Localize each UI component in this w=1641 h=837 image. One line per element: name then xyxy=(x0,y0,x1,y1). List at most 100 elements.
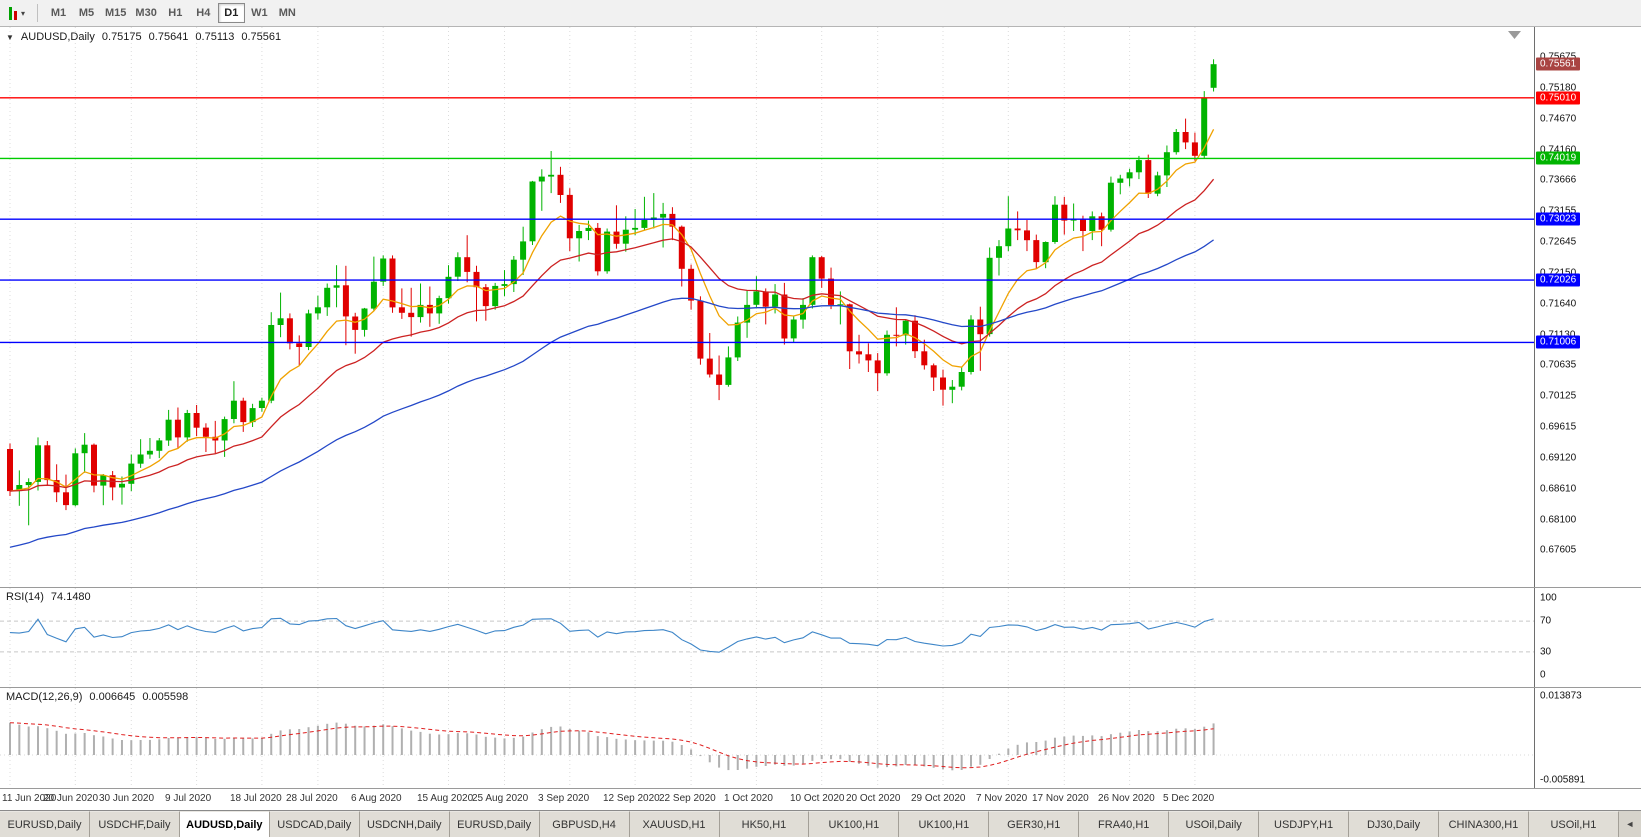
date-tick-label: 5 Dec 2020 xyxy=(1163,793,1215,804)
chart-tab-fra40-h1[interactable]: FRA40,H1 xyxy=(1079,811,1170,837)
mini-candle-icon xyxy=(14,10,17,20)
support-level-price-tag[interactable]: 0.74019 xyxy=(1536,151,1581,165)
mini-candle-icon xyxy=(9,6,12,20)
macd-main-value: 0.006645 xyxy=(89,691,136,703)
timeframe-button-M15[interactable]: M15 xyxy=(105,7,127,19)
level-price-tag[interactable]: 0.71006 xyxy=(1536,335,1581,349)
rsi-tick-label: 0 xyxy=(1540,669,1546,681)
timeframe-button-M5[interactable]: M5 xyxy=(78,7,95,19)
macd-histogram xyxy=(9,722,1215,771)
price-tick-label: 0.75180 xyxy=(1540,82,1577,93)
current-price-price-tag[interactable]: 0.75561 xyxy=(1536,57,1581,71)
chart-marker-icon: ▼ xyxy=(6,32,14,42)
chart-tab-hk50-h1[interactable]: HK50,H1 xyxy=(719,811,810,837)
chart-tab-usdjpy-h1[interactable]: USDJPY,H1 xyxy=(1259,811,1350,837)
date-tick-label: 22 Sep 2020 xyxy=(659,793,716,804)
macd-tick-label: 0.013873 xyxy=(1540,690,1582,702)
time-axis[interactable]: 11 Jun 2020 20 Jun 2020 30 Jun 2020 9 Jul 2… xyxy=(0,788,1641,810)
rsi-value: 74.1480 xyxy=(50,591,91,603)
chart-tab-eurusd-daily[interactable]: EURUSD,Daily xyxy=(449,811,540,837)
chart-tab-xauusd-h1[interactable]: XAUUSD,H1 xyxy=(629,811,720,837)
grid-lines xyxy=(9,688,1196,788)
candlestick-chart[interactable] xyxy=(0,27,1534,587)
chart-tab-eurusd-daily[interactable]: EURUSD,Daily xyxy=(0,811,90,837)
date-tick-label: 9 Jul 2020 xyxy=(165,793,212,804)
rsi-indicator-panel: RSI(14) 74.1480 100 70 30 0 xyxy=(0,587,1641,687)
level-price-tag[interactable]: 0.72026 xyxy=(1536,273,1581,287)
timeframe-button-MN[interactable]: MN xyxy=(278,7,296,19)
chart-shift-marker-icon[interactable] xyxy=(1508,31,1521,39)
macd-name: MACD(12,26,9) xyxy=(6,691,83,703)
timeframe-button-H1[interactable]: H1 xyxy=(168,7,183,19)
chart-tab-gbpusd-h4[interactable]: GBPUSD,H4 xyxy=(539,811,630,837)
timeframe-button-D1[interactable]: D1 xyxy=(217,3,245,23)
timeframe-button-M30[interactable]: M30 xyxy=(135,7,157,19)
date-tick-label: 28 Jul 2020 xyxy=(286,793,338,804)
macd-chart[interactable] xyxy=(0,688,1534,788)
macd-signal-value: 0.005598 xyxy=(142,691,189,703)
timeframe-button-M1[interactable]: M1 xyxy=(50,7,67,19)
date-tick-label: 15 Aug 2020 xyxy=(417,793,474,804)
ohlc-close-value: 0.75561 xyxy=(241,31,282,43)
chart-tab-ger30-h1[interactable]: GER30,H1 xyxy=(989,811,1080,837)
chart-tools-icon[interactable]: ▾ xyxy=(4,4,30,23)
macd-plot[interactable]: MACD(12,26,9) 0.006645 0.005598 xyxy=(0,688,1534,788)
date-tick-label: 6 Aug 2020 xyxy=(351,793,402,804)
rsi-chart[interactable] xyxy=(0,588,1534,687)
chart-tab-audusd-daily[interactable]: AUDUSD,Daily xyxy=(179,811,270,837)
chart-tab-usdcad-daily[interactable]: USDCAD,Daily xyxy=(269,811,360,837)
price-plot[interactable]: ▼ AUDUSD,Daily 0.75175 0.75641 0.75113 0… xyxy=(0,27,1534,587)
price-tick-label: 0.73666 xyxy=(1540,174,1577,186)
date-tick-label: 12 Sep 2020 xyxy=(603,793,660,804)
date-tick-label: 26 Nov 2020 xyxy=(1098,793,1155,804)
price-tick-label: 0.72150 xyxy=(1540,267,1577,278)
date-tick-label: 20 Jun 2020 xyxy=(43,793,99,804)
date-tick-label: 30 Jun 2020 xyxy=(99,793,155,804)
date-tick-label: 11 Jun 2020 xyxy=(2,793,57,804)
macd-indicator-panel: MACD(12,26,9) 0.006645 0.005598 0.013873… xyxy=(0,687,1641,788)
chart-tab-usdchf-daily[interactable]: USDCHF,Daily xyxy=(89,811,180,837)
mid-red-ma-line xyxy=(9,178,1215,492)
rsi-line xyxy=(9,617,1214,653)
price-tick-label: 0.71130 xyxy=(1540,329,1576,341)
price-tick-label: 0.69120 xyxy=(1540,452,1577,463)
price-tick-label: 0.75675 xyxy=(1540,52,1576,63)
slow-blue-ma-line xyxy=(9,239,1214,548)
chart-tab-bar: EURUSD,Daily USDCHF,Daily AUDUSD,Daily USDC… xyxy=(0,810,1641,837)
chart-tab-usdcnh-daily[interactable]: USDCNH,Daily xyxy=(359,811,450,837)
macd-axis: 0.013873 -0.005891 xyxy=(1534,688,1641,788)
ohlc-open-value: 0.75175 xyxy=(101,31,142,43)
date-tick-label: 29 Oct 2020 xyxy=(911,793,966,804)
timeframe-button-W1[interactable]: W1 xyxy=(251,7,268,19)
rsi-name: RSI(14) xyxy=(6,591,44,603)
price-tick-label: 0.68610 xyxy=(1540,483,1577,495)
price-tick-label: 0.74160 xyxy=(1540,144,1577,156)
price-tick-label: 0.74670 xyxy=(1540,113,1577,125)
price-tick-label: 0.71640 xyxy=(1540,298,1577,310)
chart-symbol-label: AUDUSD,Daily xyxy=(20,31,95,43)
chart-tab-usoil-daily[interactable]: USOil,Daily xyxy=(1169,811,1260,837)
date-tick-label: 25 Aug 2020 xyxy=(472,793,529,804)
date-tick-label: 18 Jul 2020 xyxy=(230,793,282,804)
chart-tab-usoil-h1[interactable]: USOil,H1 xyxy=(1528,811,1619,837)
timeframe-toolbar: ▾ M1 M5 M15 M30 H1 H4 D1 W1 MN xyxy=(0,0,1641,27)
level-price-tag[interactable]: 0.73023 xyxy=(1536,212,1581,226)
price-tick-label: 0.67605 xyxy=(1540,544,1577,556)
chart-tab-uk100-h1[interactable]: UK100,H1 xyxy=(809,811,900,837)
fast-orange-ma-line xyxy=(9,129,1215,492)
price-axis[interactable]: 0.75675 0.75180 0.74670 0.74160 0.73666 0.731… xyxy=(1534,27,1641,587)
resistance-level-price-tag[interactable]: 0.75010 xyxy=(1536,91,1581,105)
macd-tick-label: -0.005891 xyxy=(1540,774,1586,786)
rsi-axis: 100 70 30 0 xyxy=(1534,588,1641,687)
chart-tab-dj30-daily[interactable]: DJ30,Daily xyxy=(1349,811,1439,837)
rsi-tick-label: 30 xyxy=(1540,646,1552,658)
rsi-label: RSI(14) 74.1480 xyxy=(6,591,91,603)
timeframe-button-H4[interactable]: H4 xyxy=(196,7,211,19)
rsi-plot[interactable]: RSI(14) 74.1480 xyxy=(0,588,1534,687)
chart-tab-uk100-h1[interactable]: UK100,H1 xyxy=(899,811,990,837)
chart-tab-china300-h1[interactable]: CHINA300,H1 xyxy=(1439,811,1529,837)
tab-scroll-left-button[interactable]: ◄ xyxy=(1618,811,1641,837)
ohlc-high-value: 0.75641 xyxy=(148,31,189,43)
date-tick-label: 20 Oct 2020 xyxy=(846,793,901,804)
price-tick-label: 0.73155 xyxy=(1540,205,1577,217)
